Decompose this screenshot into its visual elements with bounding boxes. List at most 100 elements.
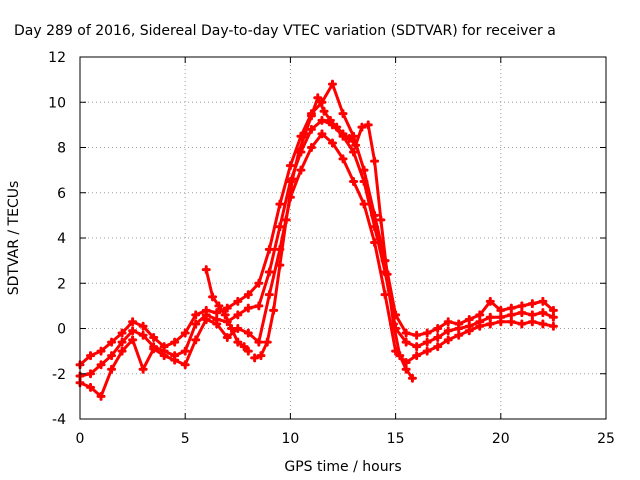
data-point (306, 111, 316, 121)
data-point (262, 337, 272, 347)
x-tick-label: 20 (492, 431, 510, 447)
data-point (107, 337, 117, 347)
series-3 (75, 129, 558, 401)
y-tick-label: 4 (57, 231, 66, 247)
data-point (382, 269, 392, 279)
data-point (538, 319, 548, 329)
y-tick-label: 12 (48, 50, 66, 66)
data-point (395, 351, 405, 361)
data-point (285, 161, 295, 171)
data-point (149, 344, 159, 354)
data-point (464, 326, 474, 336)
series-5 (250, 93, 417, 383)
data-point (349, 147, 359, 157)
data-point (433, 342, 443, 352)
axis-ticks: 0 5 10 15 20 25 -4 -2 0 2 4 6 8 10 12 (48, 50, 615, 447)
data-point (370, 222, 380, 232)
data-point (281, 215, 291, 225)
data-point (300, 129, 310, 139)
x-tick-label: 10 (281, 431, 299, 447)
data-point (401, 364, 411, 374)
series-line (78, 82, 555, 367)
x-tick-label: 0 (76, 431, 85, 447)
y-tick-label: 6 (57, 186, 66, 202)
data-point (319, 106, 329, 116)
data-point (506, 310, 516, 320)
data-point (407, 373, 417, 383)
data-point (138, 330, 148, 340)
data-point (128, 326, 138, 336)
data-point (254, 301, 264, 311)
grid (80, 57, 606, 419)
series-line (78, 132, 555, 398)
data-point (454, 324, 464, 333)
data-point (117, 337, 127, 347)
data-point (338, 109, 348, 119)
data-point (363, 120, 373, 130)
data-point (233, 337, 243, 347)
data-point (107, 351, 117, 361)
data-point (138, 321, 148, 331)
data-point (117, 328, 127, 338)
data-point (376, 215, 386, 225)
data-point (254, 337, 264, 347)
data-point (294, 147, 304, 157)
data-point (338, 129, 348, 139)
data-point (359, 199, 369, 209)
data-point (222, 303, 232, 313)
data-point (180, 360, 190, 370)
data-point (138, 364, 148, 374)
x-axis-label: GPS time / hours (284, 459, 401, 475)
data-point (370, 156, 380, 166)
data-point (250, 353, 260, 363)
data-point (506, 303, 516, 313)
series-2 (75, 115, 558, 381)
data-point (370, 238, 380, 248)
data-point (548, 321, 558, 331)
data-point (517, 308, 527, 318)
data-point (96, 391, 106, 401)
data-point (388, 319, 398, 329)
data-point (325, 115, 335, 125)
data-point (149, 333, 159, 343)
data-point (496, 317, 506, 327)
data-point (170, 337, 180, 347)
data-point (86, 369, 96, 379)
data-point (506, 317, 516, 327)
data-point (254, 278, 264, 288)
data-point (422, 337, 432, 347)
data-point (412, 351, 422, 361)
data-point (306, 143, 316, 152)
y-axis-label: SDTVAR / TECUs (6, 181, 22, 296)
data-point (433, 333, 443, 343)
data-point (548, 312, 558, 322)
data-point (496, 305, 506, 315)
data-point (220, 310, 230, 320)
data-point (317, 129, 327, 139)
data-point (191, 310, 201, 320)
data-point (464, 314, 474, 324)
data-point (422, 346, 432, 356)
data-point (359, 176, 369, 186)
data-point (117, 346, 127, 356)
data-point (233, 296, 243, 306)
data-point (538, 308, 548, 318)
data-point (380, 290, 390, 300)
data-point (243, 303, 253, 313)
series-line (253, 96, 414, 380)
data-point (159, 351, 169, 361)
x-tick-label: 25 (597, 431, 615, 447)
data-point (401, 328, 411, 338)
data-point (443, 335, 453, 345)
y-tick-label: 10 (48, 95, 66, 111)
series-layer (75, 79, 558, 401)
data-point (128, 317, 138, 327)
x-tick-label: 15 (387, 431, 405, 447)
series-1 (75, 79, 558, 370)
data-point (359, 165, 369, 175)
data-point (317, 115, 327, 125)
data-point (264, 267, 274, 277)
data-point (433, 324, 443, 333)
data-point (243, 328, 253, 338)
